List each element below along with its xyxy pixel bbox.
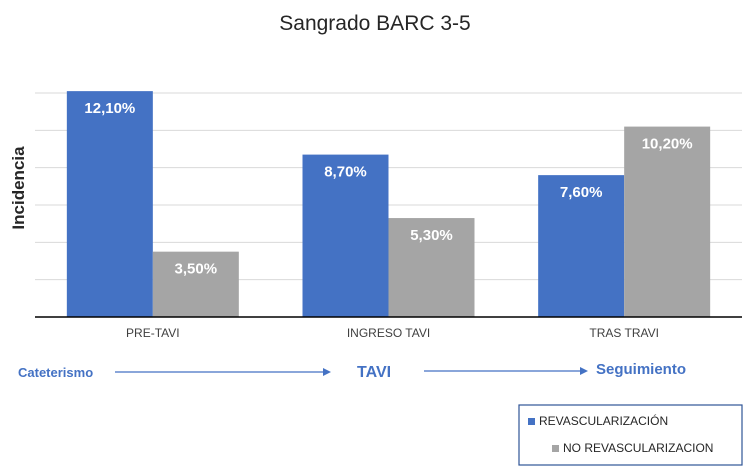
data-label: 8,70% [324,164,367,181]
y-axis-label: Incidencia [9,146,28,230]
data-label: 3,50% [175,261,218,278]
bar-revascularizacion-1 [302,154,389,317]
bar-revascularizacion-2 [538,175,625,317]
timeline-item-cateterismo: Cateterismo [18,365,93,380]
bar-no-revascularizacion-1 [388,218,475,317]
legend-label-no-revascularizacion: NO REVASCULARIZACION [563,441,713,455]
data-label: 7,60% [560,184,603,201]
arrow-right-icon [115,368,331,376]
chart-title: Sangrado BARC 3-5 [279,12,470,35]
category-label: INGRESO TAVI [347,326,430,340]
category-labels: PRE-TAVI INGRESO TAVI TRAS TRAVI [126,326,659,340]
data-label: 12,10% [84,100,135,117]
bar-no-revascularizacion-0 [152,251,239,317]
timeline-item-seguimiento: Seguimiento [596,361,686,378]
timeline: Cateterismo TAVI Seguimiento [18,361,686,381]
category-label: TRAS TRAVI [589,326,659,340]
timeline-item-tavi: TAVI [357,364,391,381]
arrow-right-icon [424,367,588,375]
legend-swatch-no-revascularizacion [552,445,559,452]
data-label: 10,20% [642,136,693,153]
category-label: PRE-TAVI [126,326,180,340]
legend-label-revascularizacion: REVASCULARIZACIÓN [539,413,668,428]
bar-revascularizacion-0 [66,91,153,317]
legend-swatch-revascularizacion [528,418,535,425]
data-labels: 12,10% 3,50% 8,70% 5,30% 7,60% 10,20% [84,100,692,278]
bars [66,91,711,317]
data-label: 5,30% [410,227,453,244]
bar-no-revascularizacion-2 [624,126,711,317]
legend: REVASCULARIZACIÓN NO REVASCULARIZACION [518,404,743,466]
